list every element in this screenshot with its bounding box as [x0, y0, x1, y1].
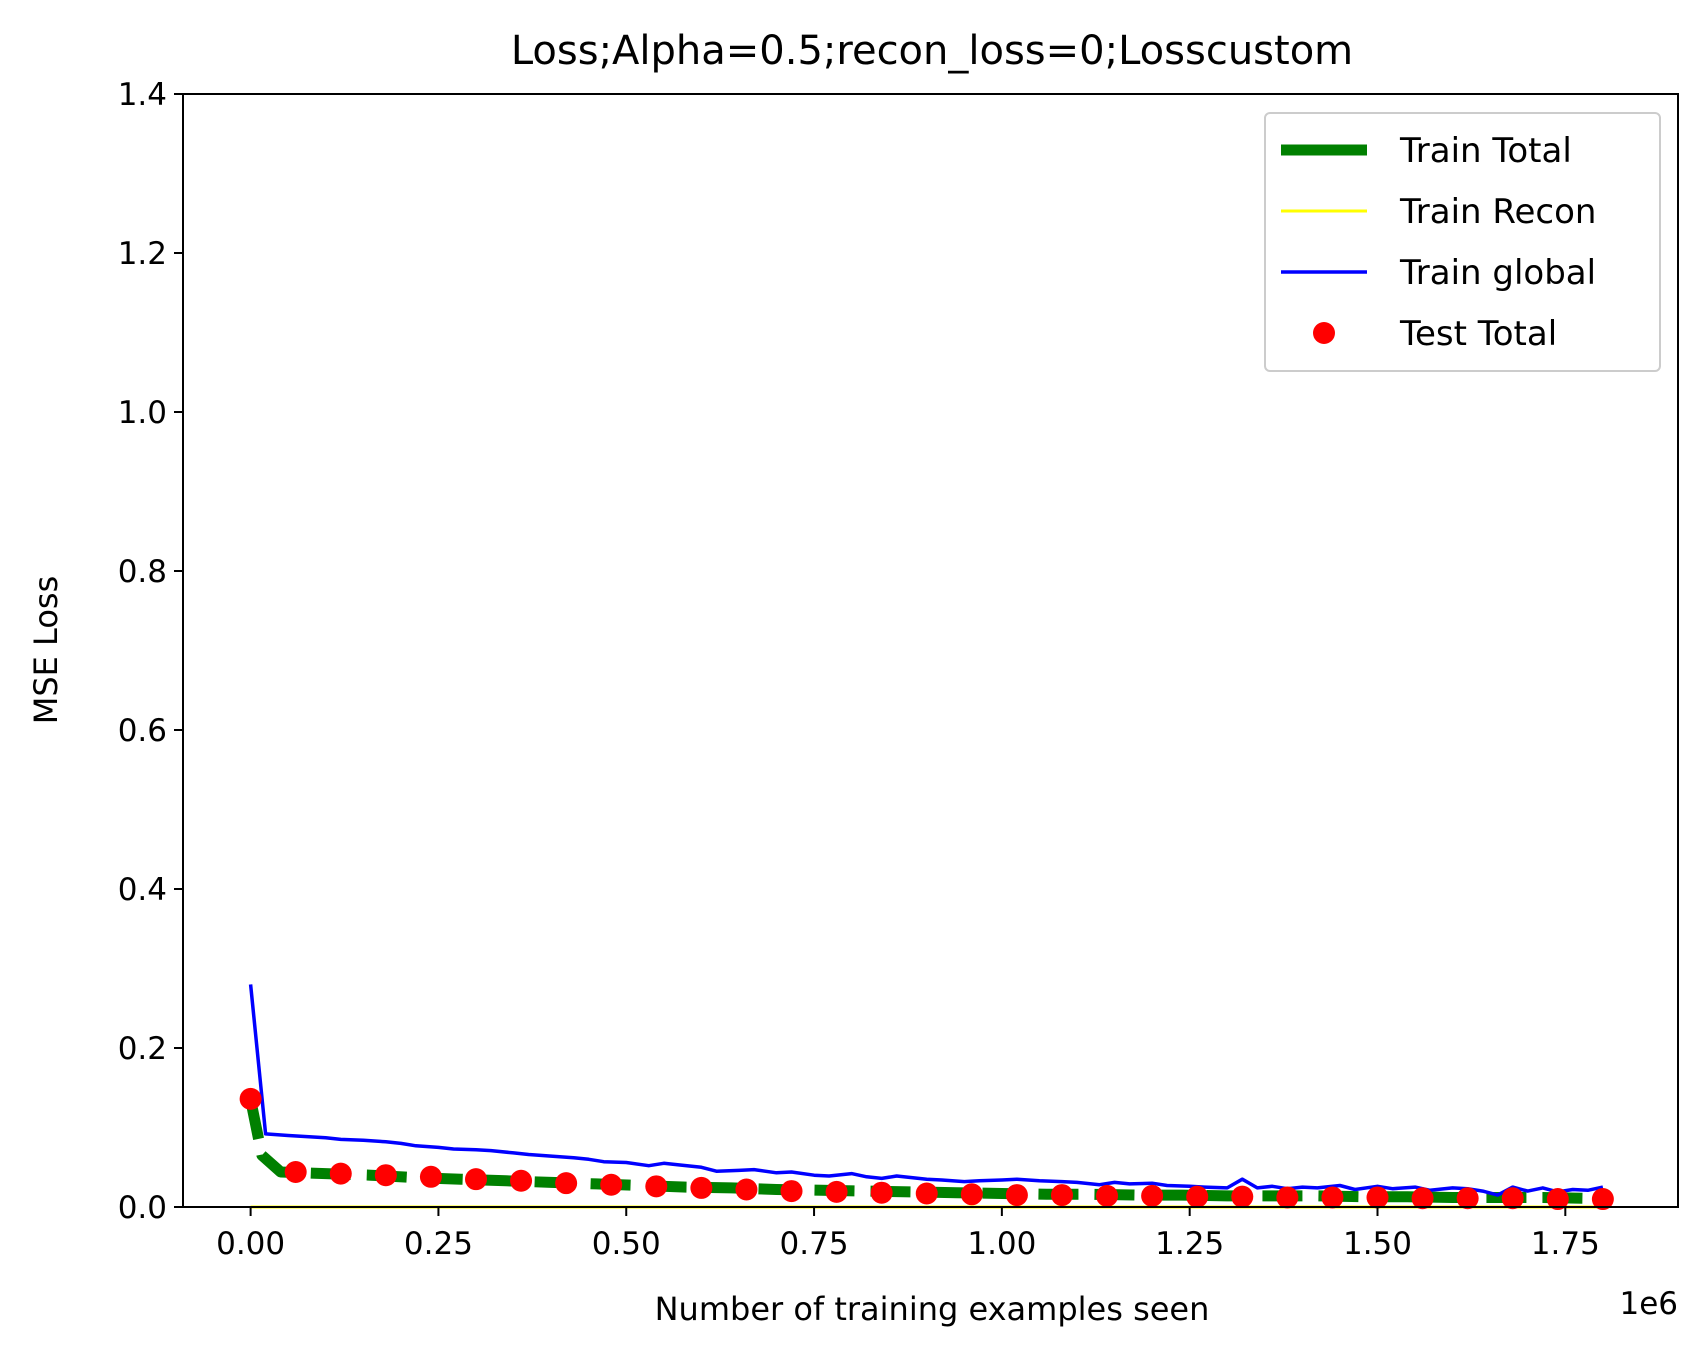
- x-tick-label: 0.00: [216, 1226, 285, 1262]
- axes: [182, 93, 1679, 1208]
- scatter-point-test-total: [374, 1164, 397, 1187]
- y-axis-ticks: 0.0 0.2 0.4 0.6 0.8 1.0 1.2 1.4: [118, 77, 183, 1226]
- x-tick-label: 0.50: [592, 1226, 661, 1262]
- x-tick-label: 0.75: [780, 1226, 849, 1262]
- scatter-point-test-total: [1050, 1184, 1073, 1207]
- x-axis-ticks: 0.00 0.25 0.50 0.75 1.00 1.25 1.50 1.75: [216, 1207, 1600, 1262]
- scatter-point-test-total: [1591, 1188, 1614, 1211]
- y-tick-label: 0.8: [118, 554, 167, 590]
- scatter-point-test-total: [1005, 1184, 1028, 1207]
- scatter-point-test-total: [870, 1181, 893, 1204]
- x-axis-offset-label: 1e6: [1619, 1286, 1678, 1322]
- chart-title: Loss;Alpha=0.5;recon_loss=0;Losscustom: [511, 28, 1353, 74]
- scatter-point-test-total: [329, 1162, 352, 1185]
- legend-box: [1264, 112, 1661, 372]
- plot-frame: [182, 93, 1679, 1208]
- scatter-point-test-total: [600, 1173, 623, 1196]
- scatter-point-test-total: [1411, 1187, 1434, 1210]
- x-tick-label: 0.25: [404, 1226, 473, 1262]
- x-tick-label: 1.50: [1343, 1226, 1412, 1262]
- y-tick-label: 0.4: [118, 872, 167, 908]
- scatter-point-test-total: [960, 1183, 983, 1206]
- scatter-point-test-total: [510, 1169, 533, 1192]
- legend-label-test-total: Test Total: [1399, 314, 1557, 354]
- scatter-point-test-total: [1186, 1185, 1209, 1208]
- scatter-point-test-total: [645, 1175, 668, 1198]
- scatter-point-test-total: [1276, 1186, 1299, 1209]
- scatter-point-test-total: [825, 1180, 848, 1203]
- legend-label-train-total: Train Total: [1399, 131, 1572, 171]
- scatter-point-test-total: [464, 1168, 487, 1191]
- legend-marker-test-total: [1313, 322, 1335, 344]
- scatter-point-test-total: [239, 1087, 262, 1110]
- scatter-point-test-total: [1141, 1184, 1164, 1207]
- scatter-point-test-total: [780, 1180, 803, 1203]
- scatter-point-test-total: [690, 1176, 713, 1199]
- legend-label-train-recon: Train Recon: [1399, 192, 1596, 232]
- scatter-point-test-total: [1546, 1188, 1569, 1211]
- x-axis-label: Number of training examples seen: [655, 1290, 1210, 1328]
- scatter-point-test-total: [419, 1165, 442, 1188]
- series-line-train-global: [248, 984, 1604, 1197]
- scatter-point-test-total: [1366, 1186, 1389, 1209]
- scatter-point-test-total: [915, 1182, 938, 1205]
- legend: Train Total Train Recon Train global Test T…: [1264, 112, 1661, 372]
- y-tick-label: 1.4: [118, 77, 167, 113]
- scatter-point-test-total: [555, 1172, 578, 1195]
- legend-label-train-global: Train global: [1399, 253, 1596, 293]
- scatter-point-test-total: [1321, 1186, 1344, 1209]
- y-tick-label: 0.0: [118, 1190, 167, 1226]
- x-tick-label: 1.00: [967, 1226, 1036, 1262]
- y-tick-label: 1.2: [118, 236, 167, 272]
- scatter-point-test-total: [1501, 1187, 1524, 1210]
- x-tick-label: 1.75: [1531, 1226, 1600, 1262]
- y-axis-label: MSE Loss: [27, 576, 65, 725]
- scatter-point-test-total: [284, 1161, 307, 1184]
- y-tick-label: 0.6: [118, 713, 167, 749]
- y-tick-label: 0.2: [118, 1031, 167, 1067]
- scatter-point-test-total: [1456, 1187, 1479, 1210]
- scatter-point-test-total: [1231, 1185, 1254, 1208]
- x-tick-label: 1.25: [1155, 1226, 1224, 1262]
- y-tick-label: 1.0: [118, 395, 167, 431]
- scatter-point-test-total: [1096, 1184, 1119, 1207]
- scatter-point-test-total: [735, 1178, 758, 1201]
